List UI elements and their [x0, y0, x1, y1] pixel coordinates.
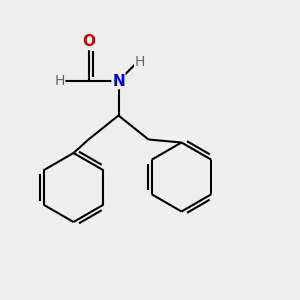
Text: H: H: [134, 55, 145, 68]
Text: N: N: [112, 74, 125, 88]
Text: H: H: [55, 74, 65, 88]
Text: O: O: [82, 34, 95, 50]
